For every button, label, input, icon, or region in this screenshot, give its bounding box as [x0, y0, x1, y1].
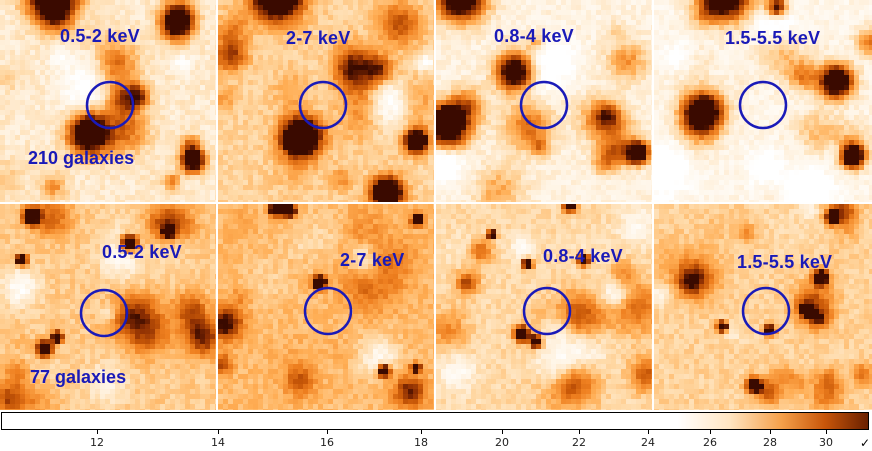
colorbar-tick-mark [826, 430, 827, 434]
source-aperture-circle [79, 288, 129, 338]
colorbar-tick-mark [502, 430, 503, 434]
energy-band-label: 0.5-2 keV [60, 26, 140, 46]
colorbar-tick-label: 24 [641, 436, 655, 449]
source-aperture-circle [303, 286, 353, 336]
energy-band-label: 0.5-2 keV [102, 242, 182, 262]
colorbar-tick-mark [218, 430, 219, 434]
image-panel [218, 204, 434, 410]
energy-band-label: 2-7 keV [286, 28, 351, 48]
energy-band-label: 0.8-4 keV [543, 246, 623, 266]
image-panel [654, 204, 872, 410]
colorbar-tick-mark [327, 430, 328, 434]
colorbar-tick-mark [648, 430, 649, 434]
energy-band-label: 1.5-5.5 keV [725, 28, 821, 48]
galaxy-count-label: 210 galaxies [28, 148, 135, 168]
image-panel [0, 0, 216, 202]
colorbar-tick-label: 12 [90, 436, 104, 449]
colorbar-tick-label: 20 [495, 436, 509, 449]
colorbar-tick-mark [579, 430, 580, 434]
colorbar-tick-mark [770, 430, 771, 434]
colorbar-tick-mark [421, 430, 422, 434]
source-aperture-circle [738, 80, 788, 130]
corner-logo: ✓ [859, 436, 870, 450]
source-aperture-circle [519, 80, 569, 130]
source-aperture-circle [522, 286, 572, 336]
image-panel [218, 0, 434, 202]
colorbar-tick-label: 28 [763, 436, 777, 449]
energy-band-label: 2-7 keV [340, 250, 405, 270]
image-panel [436, 0, 652, 202]
source-aperture-circle [85, 80, 135, 130]
source-region-overlay [79, 80, 791, 338]
colorbar-tick-label: 30 [819, 436, 833, 449]
energy-band-label: 1.5-5.5 keV [737, 252, 833, 272]
colorbar-tick-label: 16 [320, 436, 334, 449]
colorbar-tick-label: 26 [703, 436, 717, 449]
colorbar-tick-label: 22 [572, 436, 586, 449]
image-panel [654, 0, 872, 202]
stacked-image-mosaic: 0.5-2 keV 2-7 keV 0.8-4 keV 1.5-5.5 keV 210 … [0, 0, 872, 410]
energy-band-label: 0.8-4 keV [494, 26, 574, 46]
galaxy-count-label: 77 galaxies [30, 367, 127, 387]
colorbar-gradient [1, 412, 869, 430]
source-aperture-circle [741, 286, 791, 336]
source-aperture-circle [298, 80, 348, 130]
image-panel [436, 204, 652, 410]
colorbar-tick-label: 18 [414, 436, 428, 449]
colorbar-tick-mark [97, 430, 98, 434]
colorbar: 12 14 16 18 20 22 24 26 28 30 ✓ [0, 410, 872, 451]
colorbar-tick-label: 14 [211, 436, 225, 449]
colorbar-tick-mark [710, 430, 711, 434]
image-panel [0, 204, 216, 410]
